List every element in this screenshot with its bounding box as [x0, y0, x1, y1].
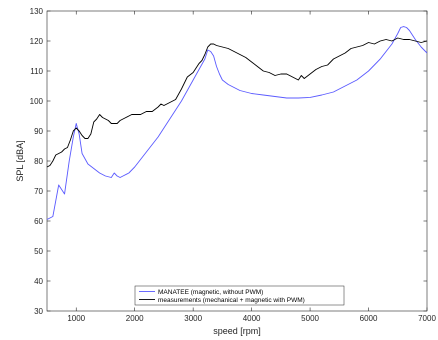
plot-area	[46, 10, 428, 312]
y-tick-label: 80	[34, 157, 43, 166]
series-layer	[46, 26, 428, 220]
y-tick-label: 30	[34, 307, 43, 316]
y-tick-label: 50	[34, 247, 43, 256]
x-axis-title: speed [rpm]	[213, 326, 261, 336]
legend: MANATEE (magnetic, without PWM)measureme…	[134, 285, 345, 306]
y-tick-label: 90	[34, 127, 43, 136]
x-tick-label: 1000	[67, 314, 85, 323]
y-tick-label: 60	[34, 217, 43, 226]
x-tick-label: 6000	[360, 314, 378, 323]
legend-box	[134, 285, 345, 306]
x-tick-label: 4000	[243, 314, 261, 323]
x-tick-label: 2000	[126, 314, 144, 323]
x-tick-label: 5000	[301, 314, 319, 323]
y-tick-label: 70	[34, 187, 43, 196]
y-tick-label: 130	[30, 7, 44, 16]
legend-entry-label: measurements (mechanical + magnetic with…	[158, 297, 305, 304]
x-tick-label: 7000	[418, 314, 436, 323]
y-axis-title: SPL [dBA]	[15, 140, 25, 181]
x-tick-label: 3000	[184, 314, 202, 323]
series-line-measurements	[46, 37, 428, 168]
axis-ticks: 1000 2000 3000 4000 5000 6000 7000 30 40 50 60 70 80…	[30, 7, 437, 323]
legend-entry-label: MANATEE (magnetic, without PWM)	[158, 289, 263, 296]
y-tick-label: 110	[30, 67, 43, 76]
y-tick-label: 100	[30, 97, 44, 106]
y-tick-label: 120	[30, 37, 44, 46]
series-line-manatee	[46, 26, 428, 220]
y-tick-label: 40	[34, 277, 43, 286]
